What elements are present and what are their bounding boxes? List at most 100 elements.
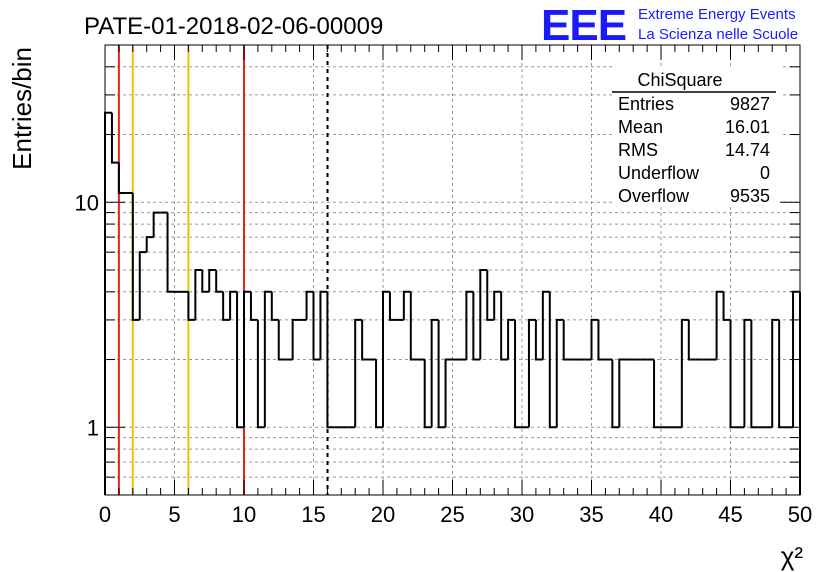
stats-row-label: Overflow (618, 186, 690, 206)
histogram-bin (750, 319, 759, 429)
stats-title: ChiSquare (637, 70, 722, 90)
x-tick-label: 45 (718, 502, 742, 527)
histogram-bin (354, 318, 363, 428)
y-tick-label: 10 (75, 190, 99, 215)
histogram-bin (131, 192, 140, 321)
x-tick-label: 15 (301, 502, 325, 527)
histogram-bin (493, 290, 502, 320)
histogram-bin (611, 359, 620, 429)
histogram-bin (653, 359, 661, 429)
histogram-bin (361, 319, 370, 361)
histogram-bin (312, 291, 321, 361)
histogram-bin (514, 319, 522, 429)
reference-lines (117, 45, 329, 495)
histogram-bin (208, 269, 217, 292)
histogram-bin (236, 291, 244, 429)
x-tick-label: 25 (440, 502, 464, 527)
histogram-bin (409, 291, 418, 361)
histogram-bin (243, 290, 251, 428)
histogram-bin (145, 236, 154, 253)
histogram-bin (291, 318, 300, 360)
histogram-bin (527, 318, 536, 428)
histogram-bin (402, 290, 411, 320)
y-tick-label: 1 (87, 415, 99, 440)
x-tick-label: 50 (788, 502, 812, 527)
histogram-bin (229, 290, 238, 320)
histogram-bin (618, 358, 627, 428)
histogram-bin (263, 290, 272, 428)
x-tick-label: 10 (232, 502, 256, 527)
histogram-bin (270, 291, 279, 321)
histogram-bin (277, 319, 286, 361)
x-tick-label: 0 (99, 502, 111, 527)
histogram-bin (590, 318, 599, 360)
axis-ticks: 0 5 10 15 20 25 30 35 40 45 50 1 10 (75, 44, 812, 527)
histogram-bin (444, 358, 453, 428)
histogram-bin (562, 319, 571, 361)
x-tick-label: 5 (168, 502, 180, 527)
histogram-bin (256, 319, 265, 429)
stats-row-label: Entries (618, 94, 674, 114)
histogram-bin (382, 290, 390, 428)
histogram-bin (555, 318, 564, 428)
stats-row-label: Underflow (618, 163, 700, 183)
logo-line-2: La Scienza nelle Scuole (638, 26, 798, 43)
histogram-bin (166, 212, 175, 293)
histogram-bin (110, 112, 119, 164)
histogram-bin (743, 318, 752, 428)
histogram-bin (687, 319, 696, 361)
histogram-bin (548, 291, 557, 429)
histogram-bin (326, 291, 335, 429)
histogram-bin (222, 291, 231, 321)
histogram-bin (117, 162, 126, 194)
histogram-bin (375, 359, 383, 429)
histogram-bin (472, 291, 481, 361)
stats-row-label: Mean (618, 117, 663, 137)
histogram-bin (423, 359, 432, 429)
logo-line-1: Extreme Energy Events (638, 6, 796, 23)
x-axis-label: χ² (781, 541, 804, 571)
histogram-bin (479, 269, 488, 360)
x-tick-label: 40 (649, 502, 673, 527)
histogram-bin (729, 319, 738, 429)
x-tick-label: 30 (510, 502, 534, 527)
histogram-bin (500, 291, 509, 361)
histogram-bin (680, 318, 689, 428)
histogram-bin (194, 269, 203, 320)
histogram-bin (597, 319, 606, 361)
y-axis-label: Entries/bin (7, 47, 37, 170)
histogram-bin (465, 290, 474, 360)
stats-row-value: 9827 (730, 94, 770, 114)
histogram-bin (215, 270, 224, 293)
plot-title: PATE-01-2018-02-06-00009 (84, 13, 383, 40)
histogram-bin (249, 291, 258, 321)
stats-row-value: 16.01 (725, 117, 770, 137)
histogram-bin (778, 319, 787, 429)
histogram-bin (152, 211, 161, 238)
histogram-bin (541, 290, 550, 360)
stats-row-value: 14.74 (725, 140, 770, 160)
histogram-bin (534, 319, 543, 361)
histogram-bin (507, 318, 516, 360)
stats-box: ChiSquare Entries 9827 Mean 16.01 RMS 14… (612, 66, 780, 206)
histogram-bin (771, 318, 780, 428)
histogram-bin (722, 291, 731, 321)
stats-row-label: RMS (618, 140, 658, 160)
histogram-bin (138, 251, 147, 320)
histogram-bin (486, 270, 495, 321)
eee-logo: EEE Extreme Energy Events La Scienza nel… (541, 1, 798, 50)
histogram-bin (437, 319, 446, 429)
stats-row-value: 9535 (730, 186, 770, 206)
histogram-bin (319, 290, 328, 360)
x-tick-label: 35 (579, 502, 603, 527)
histogram-bin (187, 291, 196, 321)
stats-row-value: 0 (760, 163, 770, 183)
x-tick-label: 20 (371, 502, 395, 527)
logo-letters: EEE (541, 1, 626, 50)
histogram-bin (430, 318, 439, 428)
histogram-bin (715, 290, 724, 360)
histogram-bin (201, 270, 210, 293)
histogram-bin (388, 291, 397, 321)
histogram-bin (305, 290, 314, 320)
